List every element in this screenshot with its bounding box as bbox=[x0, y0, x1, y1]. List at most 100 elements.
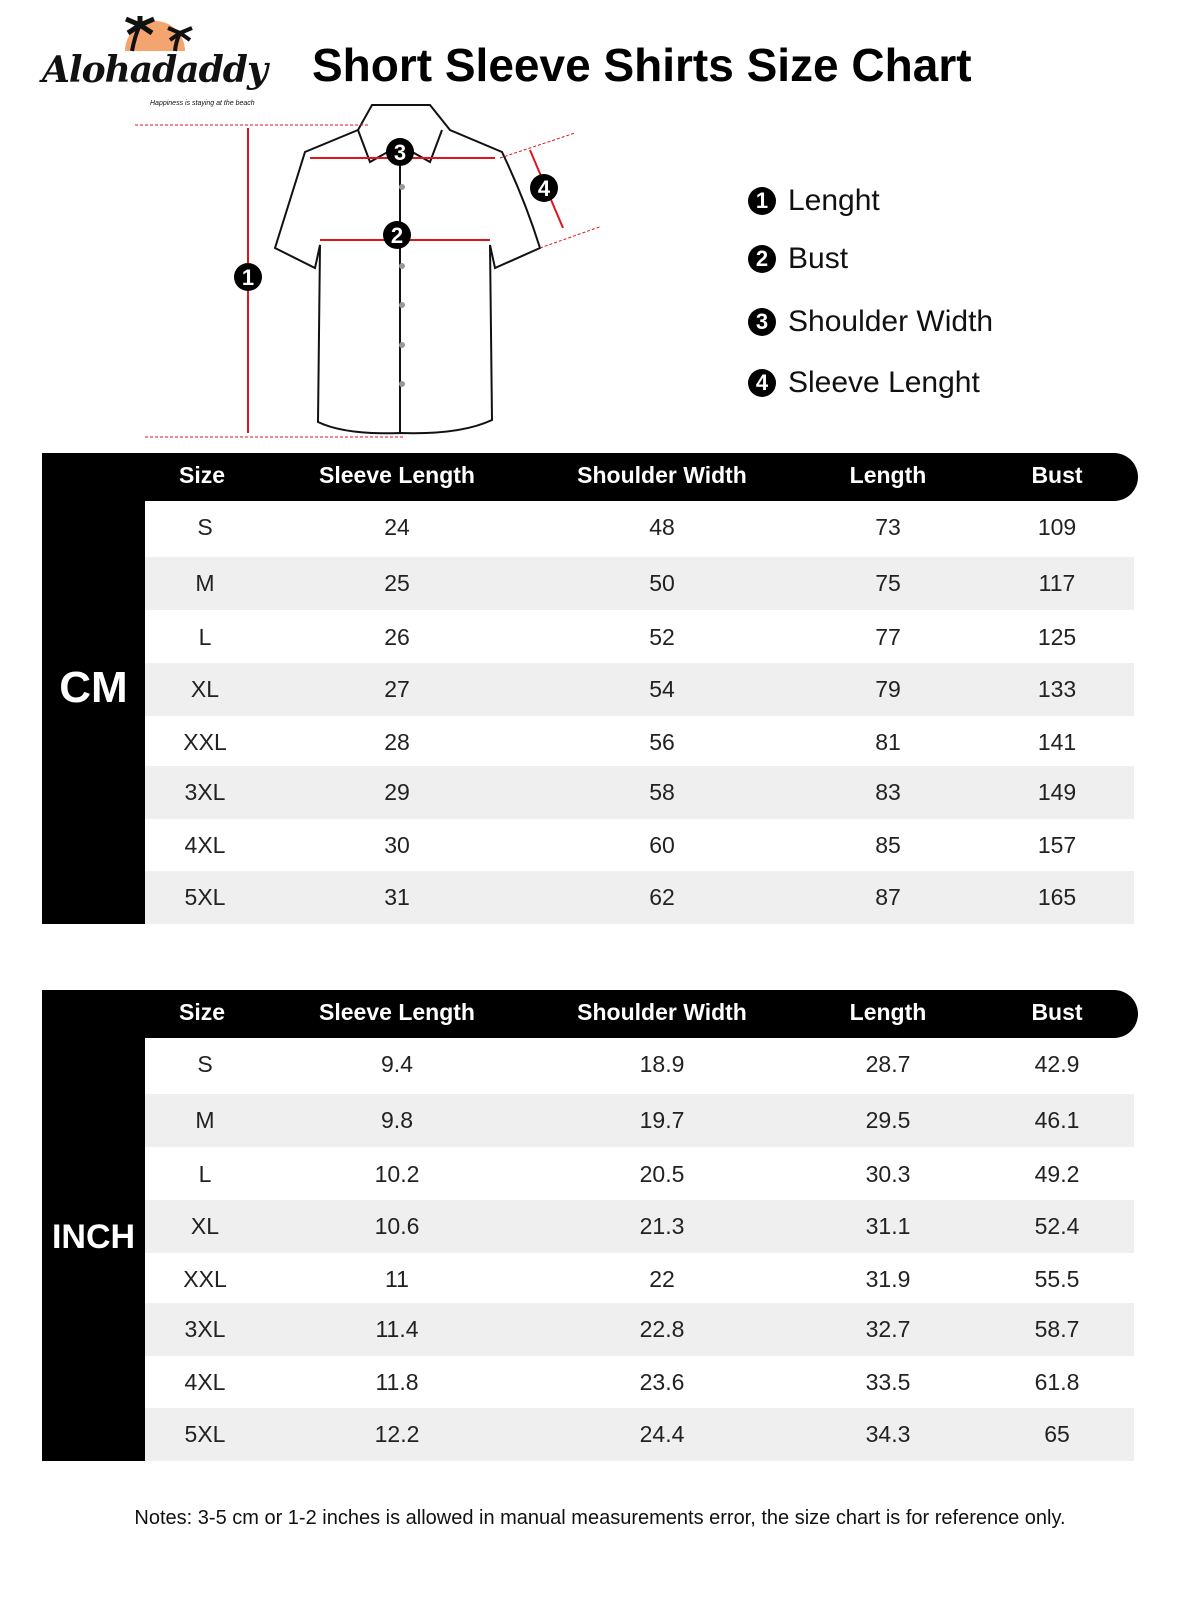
table-cell: 42.9 bbox=[1034, 1051, 1080, 1077]
table-cell: 34.3 bbox=[865, 1421, 911, 1447]
table-cell: 5XL bbox=[184, 884, 226, 910]
table-cell: 12.2 bbox=[374, 1421, 420, 1447]
measure-markers bbox=[234, 138, 558, 291]
table-cell: 117 bbox=[1038, 570, 1076, 596]
table-cell: 81 bbox=[875, 729, 901, 755]
table-cell: S bbox=[197, 1051, 213, 1077]
table-cell: 25 bbox=[384, 570, 410, 596]
inch-size-table: Size Sleeve Length Shoulder Width Length Bus… bbox=[42, 990, 1138, 1461]
table-cell: 20.5 bbox=[639, 1161, 685, 1187]
table-header: Size Sleeve Length Shoulder Width Length Bus… bbox=[42, 990, 1138, 1038]
table-row: 3XL 29 58 83 149 bbox=[145, 766, 1134, 819]
marker-3-label: 3 bbox=[394, 140, 406, 165]
table-cell: 9.4 bbox=[381, 1051, 413, 1077]
table-row: XXL 11 22 31.9 55.5 bbox=[145, 1253, 1134, 1306]
column-header: Length bbox=[849, 462, 927, 488]
number-3-icon: 3 bbox=[748, 308, 776, 336]
table-cell: 30.3 bbox=[865, 1161, 911, 1187]
table-cell: 21.3 bbox=[639, 1213, 685, 1239]
table-row: XL 10.6 21.3 31.1 52.4 bbox=[145, 1200, 1134, 1253]
table-cell: 58 bbox=[649, 779, 675, 805]
column-header: Size bbox=[178, 999, 226, 1025]
table-cell: 11.4 bbox=[375, 1316, 419, 1342]
table-cell: 26 bbox=[384, 624, 410, 650]
table-row: 5XL 31 62 87 165 bbox=[145, 871, 1134, 924]
table-cell: 133 bbox=[1037, 676, 1077, 702]
table-cell: 31 bbox=[384, 884, 410, 910]
table-row: XL 27 54 79 133 bbox=[145, 663, 1134, 716]
table-header: Size Sleeve Length Shoulder Width Length Bus… bbox=[42, 453, 1138, 501]
unit-label: CM bbox=[59, 663, 128, 712]
table-cell: 32.7 bbox=[865, 1316, 911, 1342]
table-row: L 26 52 77 125 bbox=[145, 611, 1134, 664]
marker-1-icon bbox=[234, 263, 262, 291]
table-cell: 65 bbox=[1044, 1421, 1070, 1447]
table-cell: 3XL bbox=[184, 1316, 226, 1342]
column-header: Sleeve Length bbox=[319, 999, 475, 1025]
table-cell: M bbox=[195, 570, 215, 596]
column-header: Sleeve Length bbox=[319, 462, 475, 488]
marker-2-icon bbox=[383, 221, 411, 249]
column-header: Length bbox=[849, 999, 927, 1025]
table-cell: 4XL bbox=[184, 1369, 226, 1395]
table-cell: 60 bbox=[649, 832, 675, 858]
table-row: XXL 28 56 81 141 bbox=[145, 716, 1134, 769]
table-cell: 50 bbox=[649, 570, 675, 596]
table-cell: 5XL bbox=[184, 1421, 226, 1447]
marker-4-label: 4 bbox=[538, 176, 551, 201]
table-cell: 31.9 bbox=[865, 1266, 911, 1292]
shirt-diagram: 1 2 3 4 bbox=[135, 104, 600, 438]
table-cell: 62 bbox=[649, 884, 675, 910]
legend-item-sleeve: 4 Sleeve Lenght bbox=[748, 366, 980, 400]
legend-label: Shoulder Width bbox=[788, 305, 994, 338]
table-cell: 52.4 bbox=[1034, 1213, 1080, 1239]
table-cell: 149 bbox=[1037, 779, 1077, 805]
table-cell: XXL bbox=[183, 729, 227, 755]
table-cell: 58.7 bbox=[1034, 1316, 1080, 1342]
table-cell: 10.6 bbox=[374, 1213, 420, 1239]
table-cell: 29.5 bbox=[865, 1107, 911, 1133]
table-cell: 19.7 bbox=[639, 1107, 685, 1133]
table-cell: L bbox=[198, 624, 212, 650]
table-cell: 83 bbox=[875, 779, 901, 805]
table-cell: 61.8 bbox=[1034, 1369, 1080, 1395]
unit-column bbox=[42, 453, 145, 924]
legend-label: Sleeve Lenght bbox=[788, 366, 980, 399]
marker-2-label: 2 bbox=[391, 223, 403, 248]
table-cell: 24.4 bbox=[639, 1421, 685, 1447]
table-cell: 49.2 bbox=[1034, 1161, 1080, 1187]
table-cell: 75 bbox=[875, 570, 901, 596]
table-cell: 10.2 bbox=[374, 1161, 420, 1187]
table-cell: XXL bbox=[183, 1266, 227, 1292]
table-cell: 28 bbox=[384, 729, 410, 755]
table-row: M 25 50 75 117 bbox=[145, 557, 1134, 610]
table-cell: 31.1 bbox=[865, 1213, 911, 1239]
table-cell: 4XL bbox=[184, 832, 226, 858]
table-row: 3XL 11.4 22.8 32.7 58.7 bbox=[145, 1303, 1134, 1356]
table-cell: 46.1 bbox=[1034, 1107, 1080, 1133]
table-row: L 10.2 20.5 30.3 49.2 bbox=[145, 1148, 1134, 1201]
column-header: Bust bbox=[1031, 462, 1083, 488]
table-cell: 23.6 bbox=[639, 1369, 685, 1395]
table-cell: 11.8 bbox=[375, 1369, 419, 1395]
table-cell: 56 bbox=[649, 729, 675, 755]
table-cell: 22 bbox=[649, 1266, 675, 1292]
table-cell: XL bbox=[190, 676, 220, 702]
number-2-icon: 2 bbox=[748, 245, 776, 273]
table-cell: 55.5 bbox=[1034, 1266, 1080, 1292]
table-cell: 24 bbox=[384, 514, 410, 540]
legend-label: Bust bbox=[788, 242, 849, 275]
marker-4-icon bbox=[530, 174, 558, 202]
table-cell: 22.8 bbox=[639, 1316, 685, 1342]
cm-size-table: Size Sleeve Length Shoulder Width Length Bus… bbox=[42, 453, 1138, 924]
brand-logo: Alohadaddy Happiness is staying at the b… bbox=[40, 15, 300, 115]
table-cell: 109 bbox=[1037, 514, 1077, 540]
table-row: 4XL 30 60 85 157 bbox=[145, 819, 1134, 872]
table-cell: 52 bbox=[649, 624, 675, 650]
table-cell: 165 bbox=[1037, 884, 1077, 910]
column-header: Size bbox=[178, 462, 226, 488]
table-cell: 11 bbox=[385, 1266, 409, 1292]
table-cell: M bbox=[195, 1107, 215, 1133]
table-cell: 85 bbox=[875, 832, 901, 858]
unit-column bbox=[42, 990, 145, 1461]
